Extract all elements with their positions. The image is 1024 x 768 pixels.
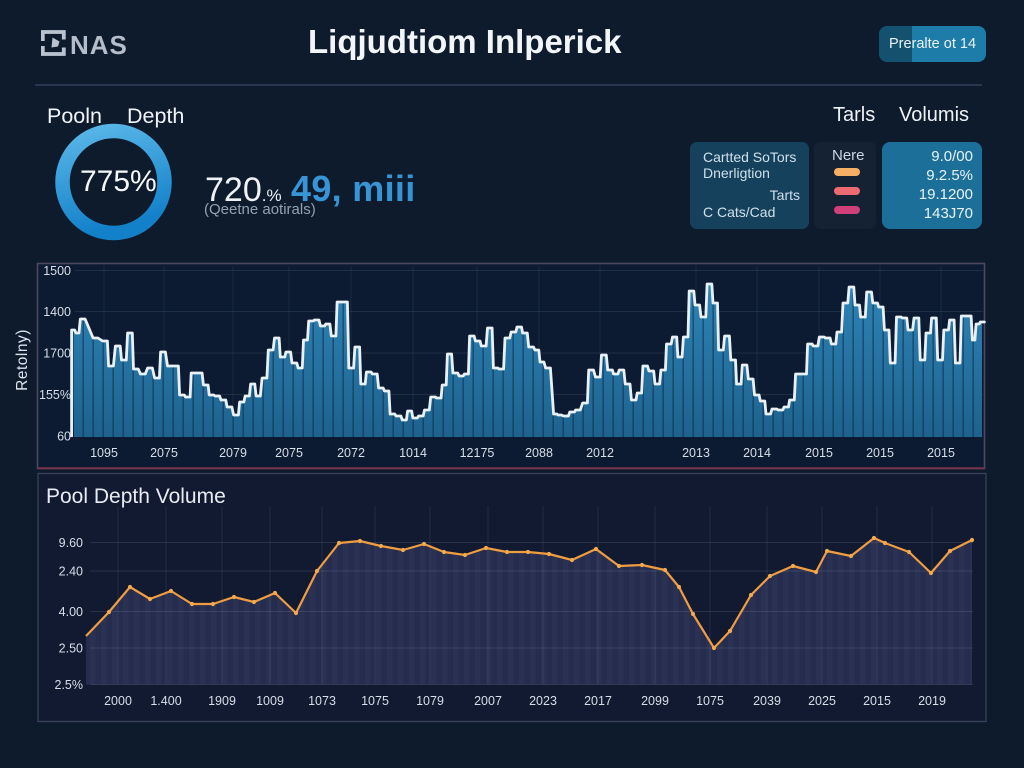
svg-text:1400: 1400 xyxy=(43,305,71,319)
svg-text:2.5%: 2.5% xyxy=(55,678,84,692)
svg-text:2075: 2075 xyxy=(150,446,178,460)
svg-text:1909: 1909 xyxy=(208,694,236,708)
svg-text:Pool Depth Volume: Pool Depth Volume xyxy=(46,485,226,508)
svg-text:1009: 1009 xyxy=(256,694,284,708)
svg-text:2.40: 2.40 xyxy=(59,565,83,579)
svg-text:1095: 1095 xyxy=(90,446,118,460)
svg-text:2007: 2007 xyxy=(474,694,502,708)
svg-text:1014: 1014 xyxy=(399,446,427,460)
svg-text:9.60: 9.60 xyxy=(59,536,83,550)
svg-text:2079: 2079 xyxy=(219,446,247,460)
svg-text:2023: 2023 xyxy=(529,694,557,708)
svg-text:2088: 2088 xyxy=(525,446,553,460)
svg-text:2019: 2019 xyxy=(918,694,946,708)
svg-text:2014: 2014 xyxy=(743,446,771,460)
svg-text:2072: 2072 xyxy=(337,446,365,460)
svg-text:2000: 2000 xyxy=(104,694,132,708)
svg-text:60: 60 xyxy=(57,430,71,444)
svg-text:1.400: 1.400 xyxy=(150,694,181,708)
svg-text:2015: 2015 xyxy=(866,446,894,460)
svg-text:2039: 2039 xyxy=(753,694,781,708)
svg-text:2015: 2015 xyxy=(927,446,955,460)
svg-text:1079: 1079 xyxy=(416,694,444,708)
svg-text:1500: 1500 xyxy=(43,264,71,278)
svg-text:2017: 2017 xyxy=(584,694,612,708)
svg-text:2015: 2015 xyxy=(805,446,833,460)
svg-text:2013: 2013 xyxy=(682,446,710,460)
svg-text:2025: 2025 xyxy=(808,694,836,708)
svg-text:2075: 2075 xyxy=(275,446,303,460)
svg-text:155%: 155% xyxy=(39,388,71,402)
svg-text:12175: 12175 xyxy=(460,446,495,460)
svg-text:1075: 1075 xyxy=(696,694,724,708)
svg-text:2015: 2015 xyxy=(863,694,891,708)
svg-text:1075: 1075 xyxy=(361,694,389,708)
svg-text:1700: 1700 xyxy=(43,347,71,361)
svg-text:2099: 2099 xyxy=(641,694,669,708)
svg-text:1073: 1073 xyxy=(308,694,336,708)
svg-text:2012: 2012 xyxy=(586,446,614,460)
svg-text:Retolny): Retolny) xyxy=(14,329,31,391)
svg-text:4.00: 4.00 xyxy=(59,605,83,619)
svg-text:2.50: 2.50 xyxy=(59,642,83,656)
